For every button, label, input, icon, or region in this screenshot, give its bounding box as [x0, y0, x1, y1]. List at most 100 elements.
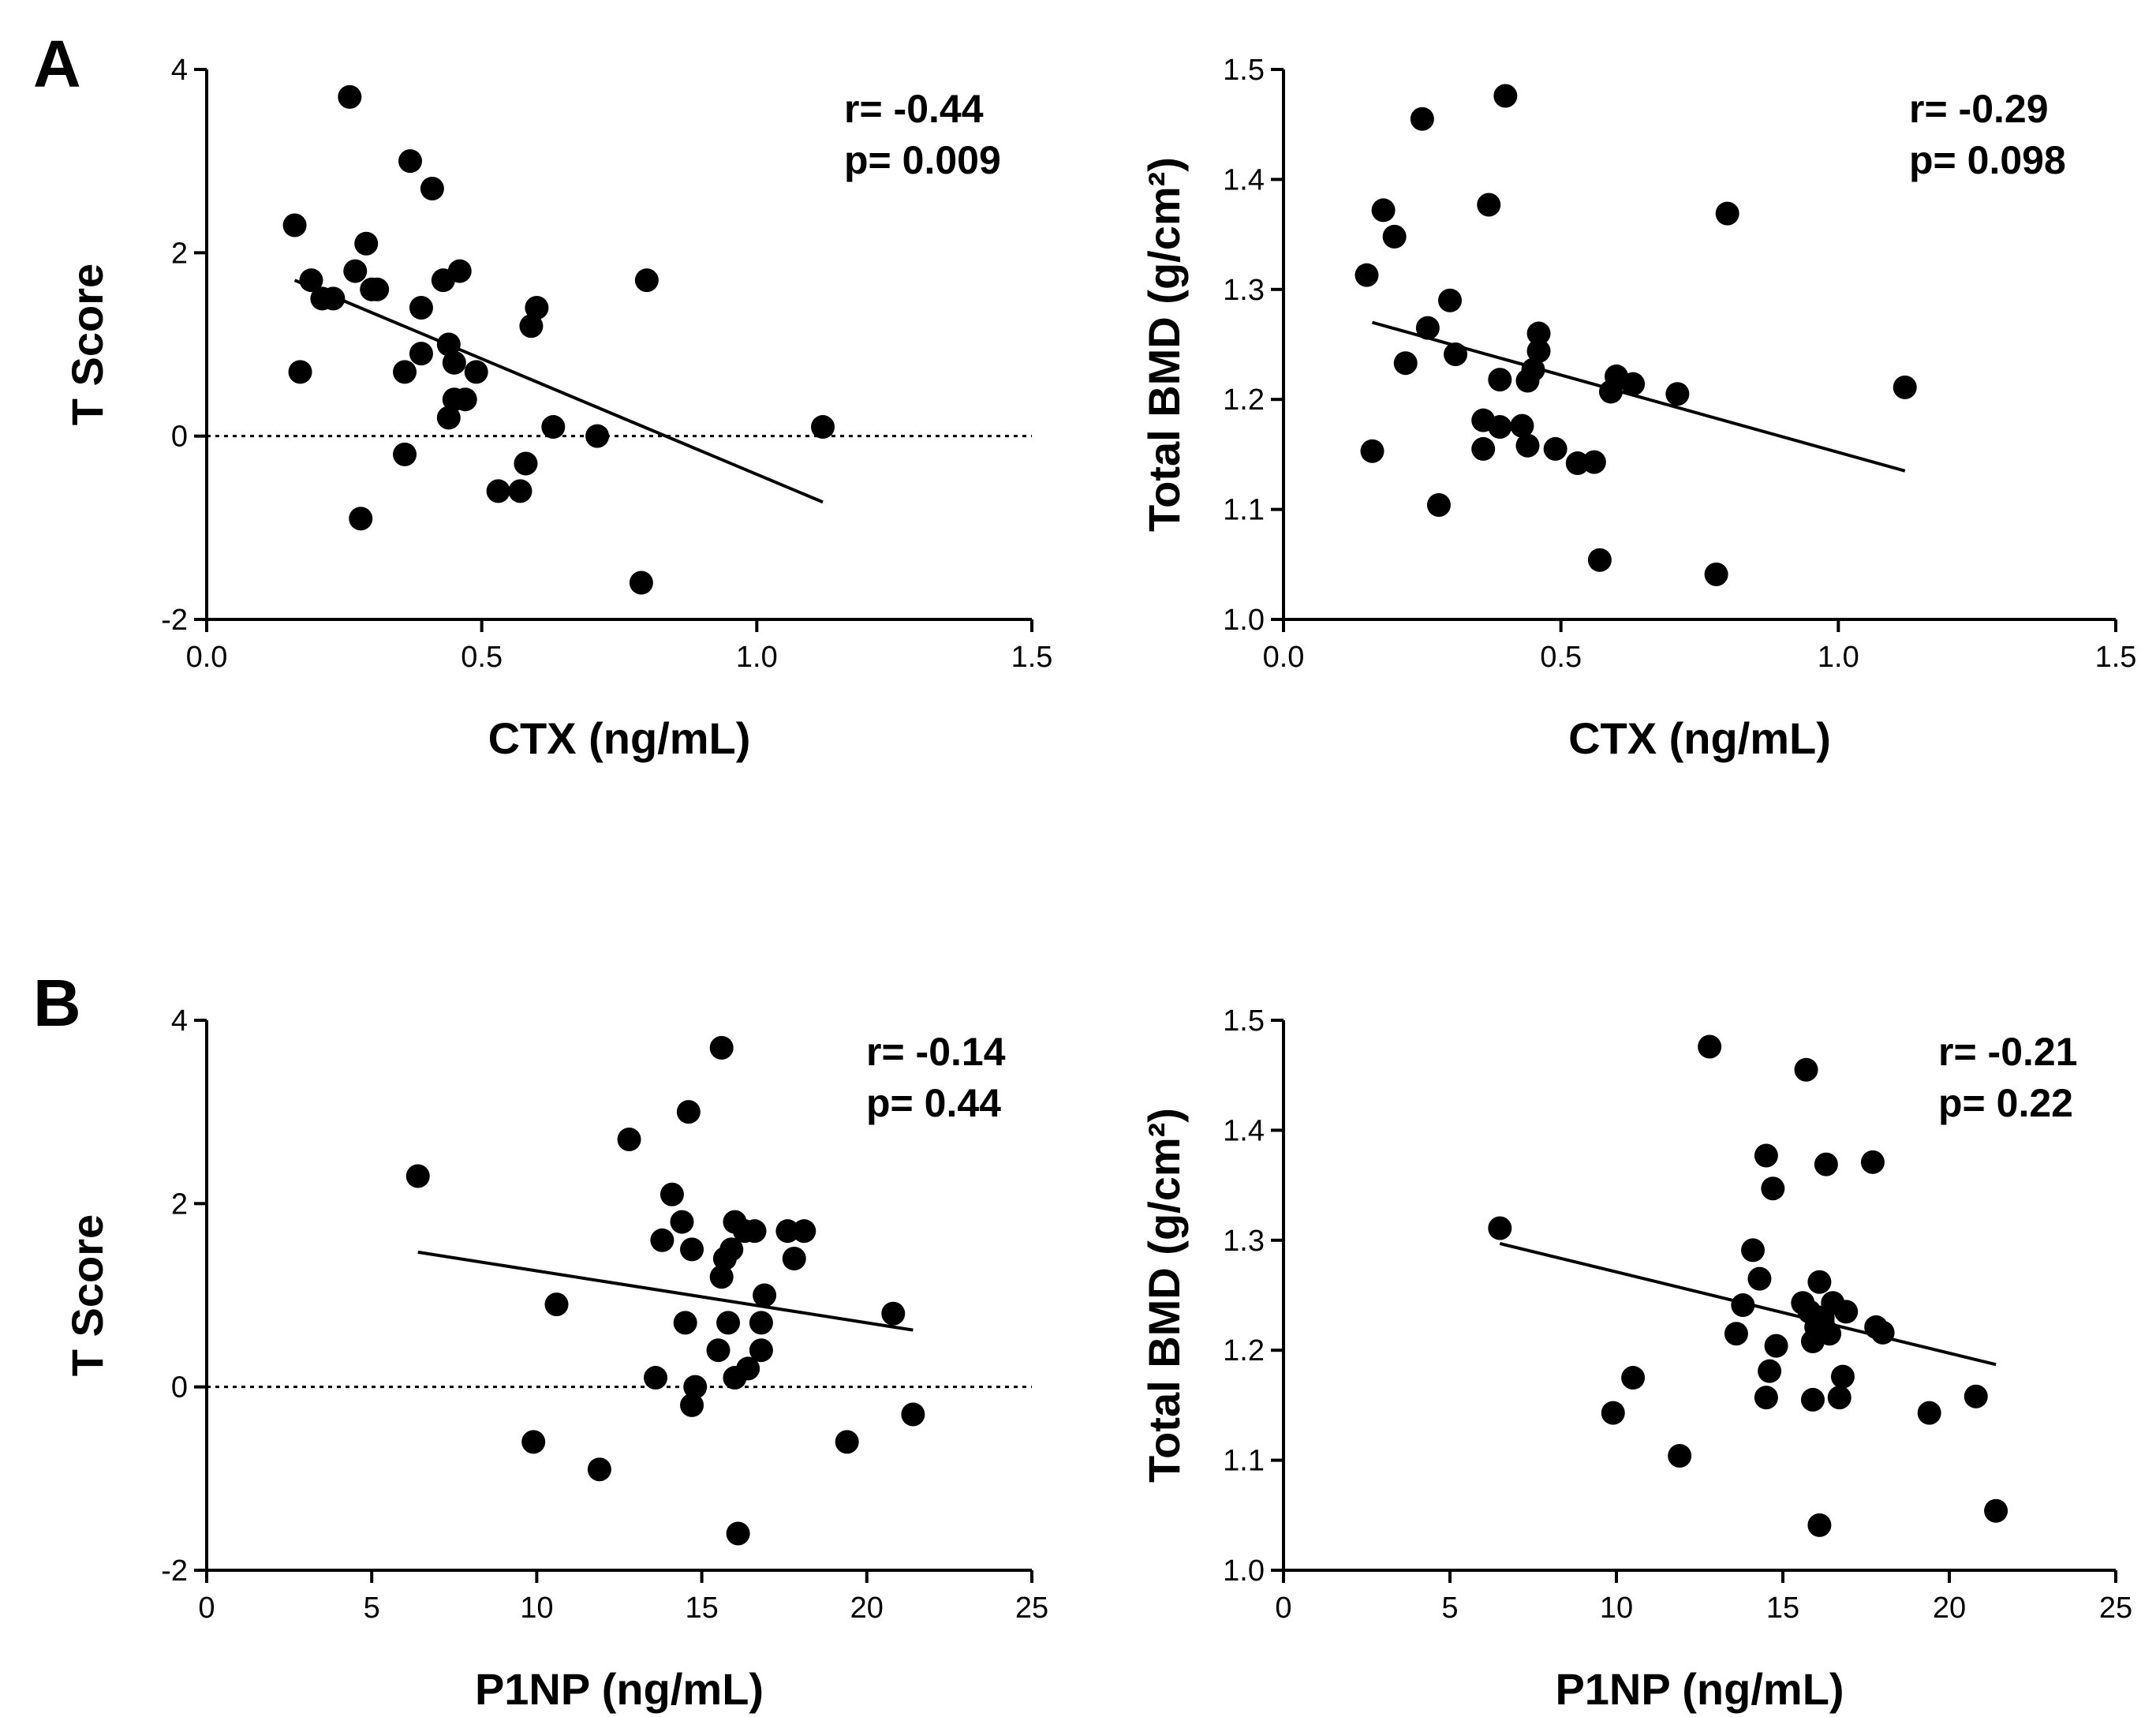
- data-point: [1870, 1320, 1895, 1345]
- data-point: [1964, 1384, 1988, 1408]
- data-point: [650, 1228, 674, 1252]
- data-point: [1360, 439, 1384, 463]
- data-point: [617, 1128, 641, 1152]
- data-point: [409, 296, 433, 320]
- data-point: [453, 387, 477, 412]
- data-point: [343, 259, 368, 283]
- data-point: [544, 1292, 569, 1317]
- data-point: [1382, 224, 1407, 249]
- data-point: [736, 1356, 760, 1381]
- data-point: [1488, 415, 1512, 440]
- x-axis-title: P1NP (ng/mL): [475, 1664, 764, 1714]
- data-point: [680, 1237, 704, 1262]
- data-point: [585, 424, 610, 448]
- data-point: [393, 442, 417, 466]
- x-tick-label: 15: [685, 1592, 718, 1625]
- x-tick-label: 5: [1441, 1592, 1458, 1625]
- data-point: [782, 1247, 806, 1271]
- data-point: [1371, 198, 1396, 223]
- y-axis-title: T Score: [62, 264, 112, 425]
- data-point: [1827, 1386, 1851, 1410]
- data-point: [508, 479, 532, 503]
- chart-a-tscore-ctx: -2 0 2 4 0.0 0.5 1.0 1.5 CTX (ng/mL) T Score r= -0…: [62, 54, 1052, 763]
- x-axis-title: CTX (ng/mL): [488, 713, 751, 763]
- data-point: [1984, 1498, 2008, 1523]
- data-point: [1830, 1364, 1855, 1389]
- y-axis-title: Total BMD (g/cm²): [1139, 157, 1189, 532]
- data-point: [1471, 436, 1496, 461]
- y-tick-label: 1.4: [1223, 1114, 1265, 1147]
- y-axis-title: T Score: [62, 1214, 112, 1376]
- x-axis-title: CTX (ng/mL): [1568, 713, 1831, 763]
- data-point: [1493, 84, 1518, 108]
- data-point: [683, 1375, 708, 1399]
- x-tick-label: 0: [1275, 1592, 1291, 1625]
- data-point: [1761, 1176, 1785, 1201]
- data-point: [706, 1338, 730, 1363]
- x-tick-label: 0.0: [186, 641, 228, 674]
- data-point: [1410, 107, 1434, 131]
- data-point: [1818, 1322, 1842, 1346]
- y-tick-label: 0: [171, 421, 188, 454]
- r-value: r= -0.14: [866, 1030, 1006, 1074]
- p-value: p= 0.009: [844, 138, 1001, 182]
- data-point: [442, 350, 466, 375]
- x-tick-label: 20: [1933, 1592, 1966, 1625]
- panel-letter-a: A: [33, 27, 81, 101]
- data-point: [1794, 1057, 1818, 1082]
- y-tick-label: 1.3: [1223, 1225, 1265, 1258]
- data-point: [1834, 1300, 1859, 1324]
- data-point: [811, 415, 835, 440]
- data-point: [1601, 1401, 1625, 1425]
- data-point: [1807, 1513, 1832, 1537]
- x-tick-label: 0.5: [461, 641, 503, 674]
- data-point: [321, 286, 346, 311]
- data-point: [1393, 351, 1418, 376]
- y-tick-label: 4: [171, 1004, 188, 1038]
- x-axis-title: P1NP (ng/mL): [1555, 1664, 1844, 1714]
- x-tick-label: 15: [1766, 1592, 1799, 1625]
- data-point: [1477, 193, 1501, 217]
- y-axis-title: Total BMD (g/cm²): [1139, 1108, 1189, 1483]
- x-tick-label: 5: [364, 1592, 380, 1625]
- regression-line: [293, 279, 824, 504]
- data-point: [1426, 493, 1451, 518]
- data-point: [1758, 1359, 1782, 1383]
- data-point: [1521, 357, 1545, 382]
- data-point: [1800, 1387, 1825, 1412]
- data-point: [1621, 372, 1646, 396]
- x-tick-label: 0.0: [1263, 641, 1305, 674]
- data-point: [753, 1283, 777, 1307]
- data-point: [716, 1311, 741, 1335]
- data-point: [673, 1311, 697, 1335]
- data-point: [719, 1237, 744, 1262]
- data-point: [1543, 436, 1567, 461]
- y-tick-label: 1.0: [1223, 604, 1265, 637]
- r-value: r= -0.21: [1938, 1030, 2078, 1074]
- data-point: [405, 1164, 430, 1188]
- data-point: [1510, 413, 1534, 438]
- data-point: [354, 231, 379, 256]
- chart-a-bmd-ctx: 1.0 1.1 1.2 1.3 1.4 1.5 0.0 0.5 1.0 1.5 CTX (ng/mL…: [1139, 54, 2136, 763]
- data-point: [587, 1457, 611, 1482]
- data-point: [1893, 375, 1917, 399]
- data-point: [447, 259, 472, 283]
- data-point: [634, 268, 659, 293]
- x-tick-label: 10: [1600, 1592, 1633, 1625]
- chart-b-tscore-p1np: -2 0 2 4 0 5 10 15 20 25 P1NP (ng/mL) T Score r= -0.…: [62, 1004, 1048, 1714]
- data-point: [338, 84, 362, 109]
- y-tick-label: 1.0: [1223, 1554, 1265, 1588]
- data-point: [393, 360, 417, 384]
- data-point: [660, 1182, 684, 1206]
- y-tick-label: 1.5: [1223, 54, 1265, 87]
- data-point: [464, 360, 488, 384]
- y-tick-label: 0: [171, 1371, 188, 1405]
- data-point: [521, 1430, 546, 1454]
- data-point: [775, 1219, 800, 1244]
- y-tick-label: 1.1: [1223, 1445, 1265, 1478]
- data-point: [1415, 316, 1440, 340]
- data-point: [1438, 288, 1462, 312]
- x-tick-label: 1.5: [2095, 641, 2137, 674]
- data-point: [1860, 1150, 1885, 1174]
- x-tick-label: 1.0: [1818, 641, 1859, 674]
